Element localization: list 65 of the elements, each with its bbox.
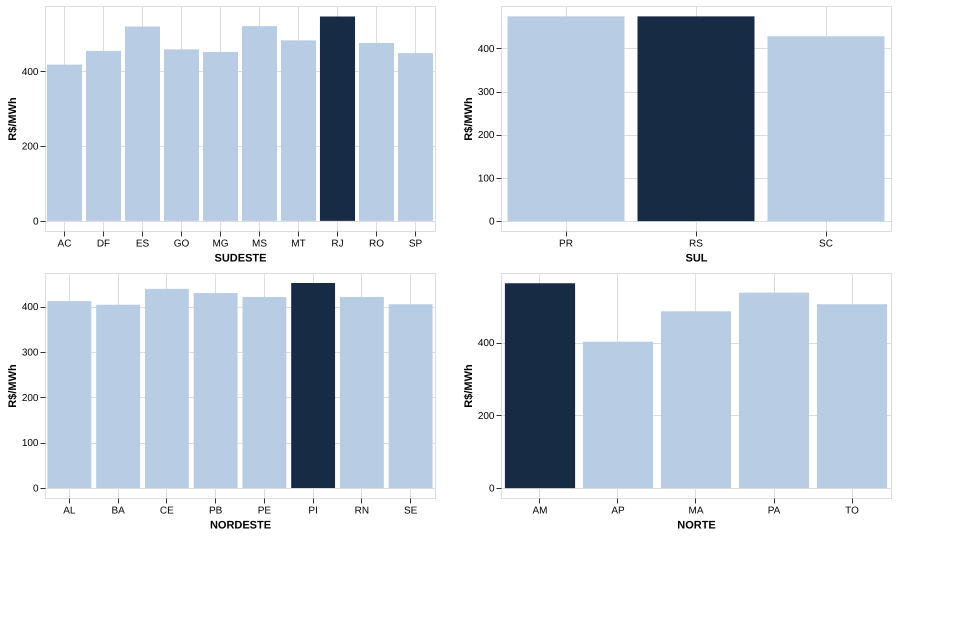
bar [660, 311, 732, 488]
y-tick-label: 400 [22, 302, 39, 314]
x-tick-label: AC [58, 238, 72, 250]
bar [504, 283, 576, 488]
x-tick-label: DF [96, 238, 110, 250]
bar [202, 52, 238, 221]
bar [124, 26, 160, 221]
x-tick-label: GO [174, 238, 190, 250]
y-tick-label: 200 [478, 410, 495, 422]
y-tick-label: 0 [488, 484, 495, 495]
bar [242, 26, 278, 221]
x-tick-label: TO [845, 506, 860, 516]
bar [816, 304, 888, 488]
bar [280, 40, 316, 221]
x-tick-label: SE [404, 506, 418, 516]
y-axis-title: R$/MWh [462, 364, 475, 408]
x-tick-label: ES [136, 238, 150, 250]
x-axis-title: SUDESTE [214, 252, 266, 264]
x-tick-label: PE [258, 506, 272, 516]
bar [86, 50, 122, 221]
y-tick-label: 300 [22, 347, 39, 358]
bar [738, 292, 810, 488]
y-tick-label: 200 [22, 142, 39, 153]
bar [398, 53, 434, 221]
bar [46, 64, 82, 221]
x-tick-label: MT [291, 238, 306, 250]
y-tick-label: 400 [478, 338, 495, 350]
y-tick-label: 0 [488, 216, 495, 228]
x-tick-label: RO [369, 238, 384, 250]
bar [164, 49, 200, 221]
y-axis-title: R$/MWh [6, 364, 19, 408]
x-tick-label: MA [688, 506, 704, 516]
y-axis-title: R$/MWh [6, 97, 19, 141]
y-tick-label: 0 [32, 216, 39, 228]
bar [320, 16, 356, 221]
x-tick-label: AM [532, 506, 548, 516]
bar [582, 342, 654, 488]
x-tick-label: PR [559, 238, 573, 250]
x-tick-label: AP [611, 506, 625, 516]
y-tick-label: 100 [478, 173, 495, 184]
y-tick-label: 400 [478, 44, 495, 55]
y-tick-label: 300 [478, 87, 495, 98]
y-tick-label: 400 [22, 66, 39, 78]
y-tick-label: 100 [22, 438, 39, 450]
y-tick-label: 0 [32, 484, 39, 495]
x-tick-label: CE [160, 506, 174, 516]
y-tick-label: 200 [478, 130, 495, 142]
y-tick-label: 200 [22, 392, 39, 404]
x-axis-title: NORDESTE [210, 520, 272, 532]
bar [358, 43, 394, 221]
x-tick-label: AL [63, 506, 76, 516]
x-axis-title: SUL [686, 252, 708, 264]
x-tick-label: RJ [331, 238, 344, 250]
x-tick-label: SP [408, 238, 422, 250]
x-tick-label: RS [689, 238, 704, 250]
x-tick-label: MS [252, 238, 268, 250]
x-axis-title: NORTE [677, 520, 716, 532]
x-tick-label: SC [819, 238, 833, 250]
x-tick-label: BA [111, 506, 126, 516]
y-axis-title: R$/MWh [462, 97, 475, 141]
x-tick-label: PA [768, 506, 781, 516]
x-tick-label: MG [212, 238, 229, 250]
x-tick-label: PI [308, 506, 318, 516]
x-tick-label: PB [208, 506, 223, 516]
x-tick-label: RN [354, 506, 370, 516]
